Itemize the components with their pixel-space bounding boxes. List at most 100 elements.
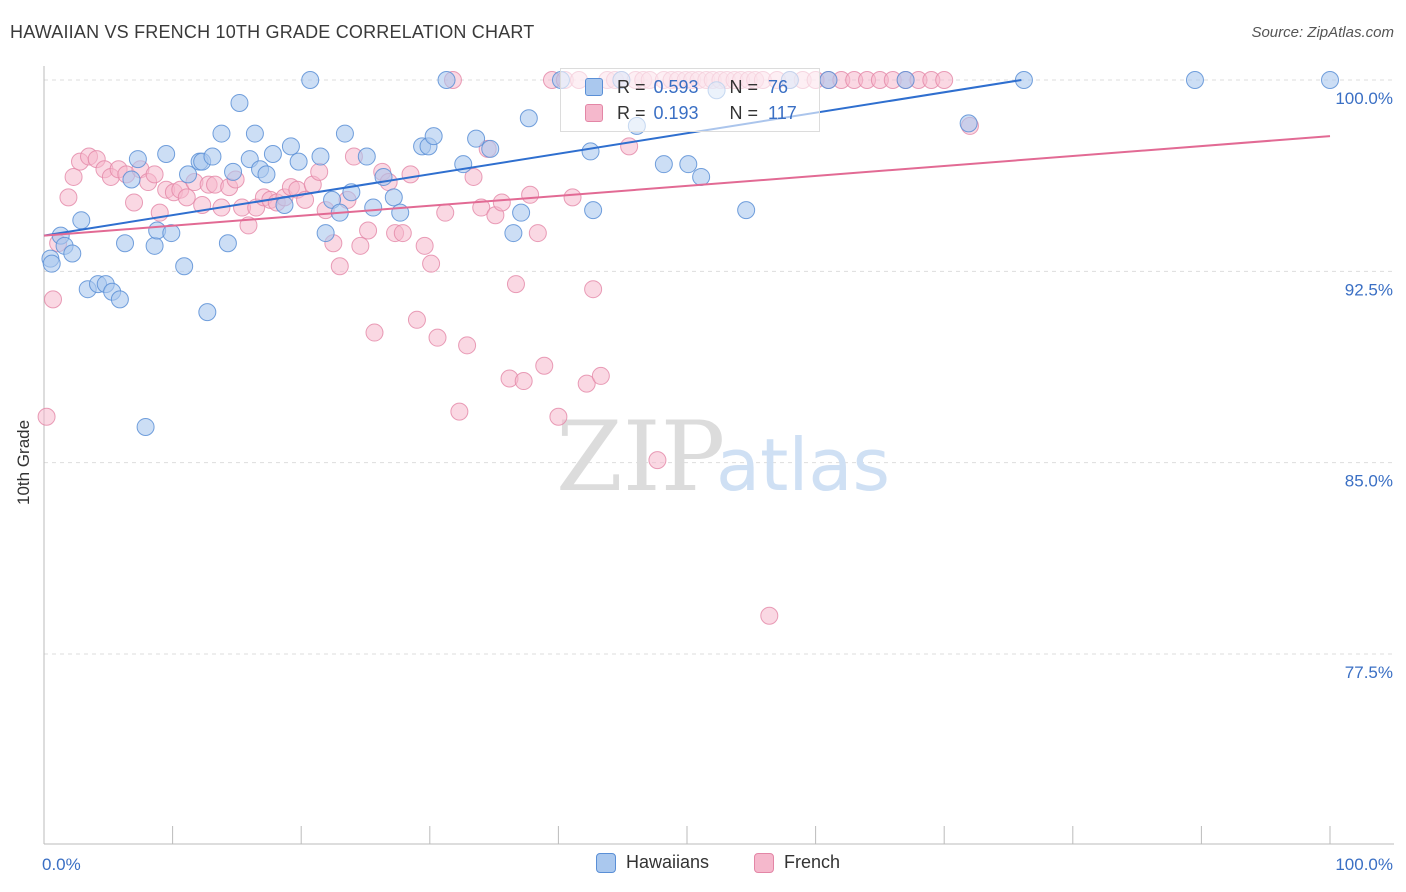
hawaiian-point [424, 127, 443, 146]
french-point [506, 275, 525, 294]
french-point [330, 257, 349, 276]
hawaiian-point [110, 290, 129, 309]
r-label: R = [617, 76, 646, 97]
correlation-legend: R = 0.593 N = 76 R = 0.193 N = 117 [560, 68, 820, 132]
hawaiian-point [364, 198, 383, 217]
hawaiian-point [316, 224, 335, 243]
hawaiian-point [581, 142, 600, 161]
legend-item-hawaiians[interactable]: Hawaiians [596, 852, 709, 873]
hawaiian-point [198, 303, 217, 322]
hawaiian-point [519, 109, 538, 128]
hawaiian-point [263, 144, 282, 163]
hawaiian-point [245, 124, 264, 143]
french-point [458, 336, 477, 355]
french-point [535, 356, 554, 375]
hawaiian-point [230, 93, 249, 112]
french-point [64, 167, 83, 186]
r-label: R = [617, 102, 646, 123]
hawaiian-point [335, 124, 354, 143]
y-tick-label: 85.0% [1345, 472, 1393, 491]
legend-row-hawaiians: R = 0.593 N = 76 [585, 75, 788, 99]
french-point [239, 216, 258, 235]
hawaiian-point [257, 165, 276, 184]
hawaiian-point [654, 155, 673, 174]
hawaiian-point [179, 165, 198, 184]
hawaiian-point [63, 244, 82, 263]
y-tick-label: 100.0% [1335, 89, 1393, 108]
axes [43, 66, 1394, 845]
hawaiian-point [512, 203, 531, 222]
french-point [472, 198, 491, 217]
source-label: Source: ZipAtlas.com [1251, 24, 1394, 41]
y-tick-label: 92.5% [1345, 280, 1393, 299]
r-value: 0.193 [653, 102, 699, 123]
french-point [492, 193, 511, 212]
french-points [37, 71, 979, 625]
french-point [422, 254, 441, 273]
hawaiian-point [136, 417, 155, 436]
french-trend-line [43, 135, 1331, 237]
french-point [584, 280, 603, 299]
french-point [44, 290, 63, 309]
french-point [59, 188, 78, 207]
hawaiian-point [289, 152, 308, 171]
hawaiian-point [679, 155, 698, 174]
hawaiian-point [504, 224, 523, 243]
hawaiian-point [357, 147, 376, 166]
hawaiian-point [175, 257, 194, 276]
french-point [365, 323, 384, 342]
french-point [359, 221, 378, 240]
legend-label-french: French [784, 852, 841, 872]
watermark-atlas: atlas [716, 423, 890, 507]
hawaiian-point [145, 236, 164, 255]
hawaiian-point [1321, 71, 1339, 89]
french-point [464, 167, 483, 186]
french-point [37, 407, 56, 426]
hawaiian-point [896, 71, 915, 89]
hawaiian-point [311, 147, 330, 166]
watermark-zip: ZIP [556, 401, 725, 513]
legend-row-french: R = 0.193 N = 117 [585, 101, 797, 125]
hawaiians-swatch-icon [596, 852, 616, 873]
french-point [401, 165, 420, 184]
french-point [648, 451, 667, 470]
x-tick-label-max: 100.0% [1335, 855, 1393, 874]
hawaiians-swatch-icon [585, 78, 603, 96]
french-point [577, 374, 596, 393]
french-point [549, 407, 568, 426]
chart-title: HAWAIIAN VS FRENCH 10TH GRADE CORRELATIO… [10, 22, 535, 42]
french-point [563, 188, 582, 207]
french-point [760, 606, 779, 625]
n-label: N = [729, 102, 759, 123]
series-legend: Hawaiians French [0, 852, 1406, 876]
french-point [310, 162, 329, 181]
french-point [428, 328, 447, 347]
hawaiian-point [281, 137, 300, 156]
french-point [145, 165, 164, 184]
hawaiian-point [737, 201, 756, 220]
n-label: N = [729, 76, 759, 97]
french-point [591, 366, 610, 385]
french-point [521, 185, 540, 204]
n-value: 117 [768, 102, 797, 123]
hawaiian-point [301, 71, 320, 89]
trend-lines [43, 79, 1331, 237]
hawaiian-point [584, 201, 603, 220]
tick-labels: 77.5% 85.0% 92.5% 100.0% 0.0% 100.0% [42, 89, 1393, 874]
hawaiian-point [481, 139, 500, 158]
hawaiian-point [218, 234, 237, 253]
french-point [450, 402, 469, 421]
hawaiian-point [467, 129, 486, 148]
hawaiian-point [384, 188, 403, 207]
french-swatch-icon [754, 852, 774, 873]
hawaiian-point [819, 71, 838, 89]
hawaiian-point [42, 254, 61, 273]
french-point [393, 224, 412, 243]
french-point [407, 310, 426, 329]
legend-item-french[interactable]: French [754, 852, 840, 873]
hawaiian-point [437, 71, 456, 89]
hawaiian-point [692, 167, 711, 186]
hawaiian-trend-line [43, 79, 1022, 237]
french-point [177, 188, 196, 207]
